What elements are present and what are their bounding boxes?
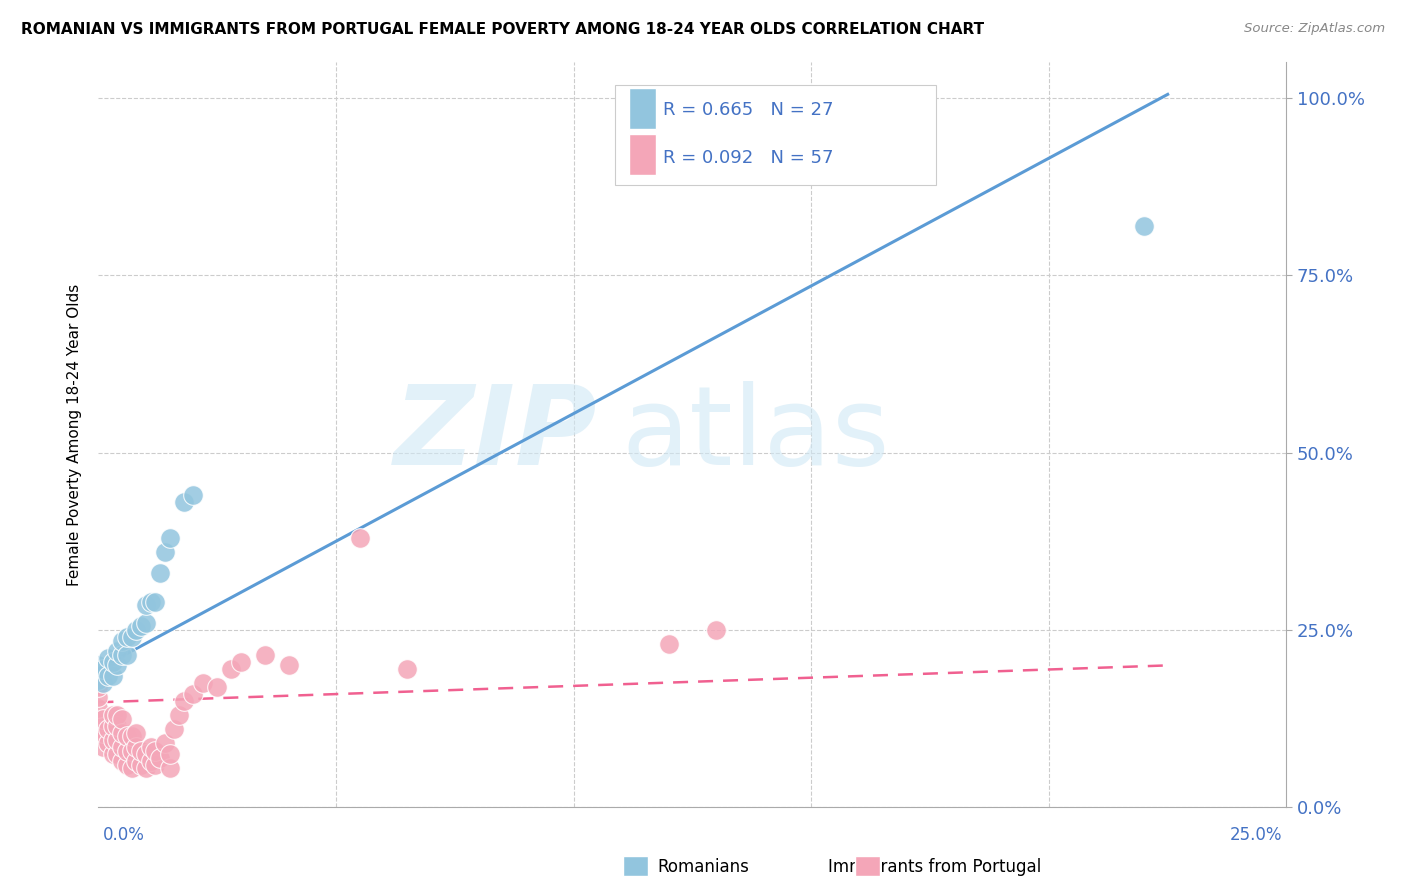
- Point: [91, 676, 114, 690]
- Point: [349, 531, 371, 545]
- Point: [167, 708, 190, 723]
- Point: [111, 754, 134, 768]
- Point: [129, 619, 152, 633]
- Point: [125, 726, 148, 740]
- Point: [87, 715, 110, 730]
- Point: [101, 655, 124, 669]
- Point: [121, 630, 143, 644]
- Point: [115, 648, 138, 662]
- Text: R = 0.092   N = 57: R = 0.092 N = 57: [662, 149, 834, 167]
- Point: [107, 644, 129, 658]
- Point: [153, 545, 176, 559]
- Point: [129, 757, 152, 772]
- Point: [135, 615, 157, 630]
- Point: [221, 662, 243, 676]
- Point: [115, 729, 138, 743]
- Text: 25.0%: 25.0%: [1230, 826, 1282, 844]
- Point: [91, 726, 114, 740]
- Point: [91, 712, 114, 726]
- Point: [191, 676, 214, 690]
- Point: [145, 743, 167, 757]
- Text: Immigrants from Portugal: Immigrants from Portugal: [828, 858, 1042, 876]
- Point: [159, 761, 181, 775]
- Y-axis label: Female Poverty Among 18-24 Year Olds: Female Poverty Among 18-24 Year Olds: [67, 284, 83, 586]
- Point: [149, 566, 172, 581]
- Text: 0.0%: 0.0%: [103, 826, 145, 844]
- Text: Source: ZipAtlas.com: Source: ZipAtlas.com: [1244, 22, 1385, 36]
- Point: [107, 708, 129, 723]
- Text: R = 0.665   N = 27: R = 0.665 N = 27: [662, 101, 834, 119]
- Point: [183, 488, 205, 502]
- Point: [149, 750, 172, 764]
- Point: [207, 680, 229, 694]
- Point: [139, 739, 162, 754]
- Point: [111, 712, 134, 726]
- Point: [101, 747, 124, 761]
- Point: [1133, 219, 1156, 233]
- Point: [87, 658, 110, 673]
- Point: [121, 743, 143, 757]
- Point: [396, 662, 419, 676]
- Point: [135, 747, 157, 761]
- Point: [107, 719, 129, 733]
- Point: [125, 623, 148, 637]
- Point: [125, 739, 148, 754]
- Point: [139, 754, 162, 768]
- Point: [163, 723, 186, 737]
- Point: [91, 662, 114, 676]
- Point: [115, 757, 138, 772]
- Point: [704, 623, 727, 637]
- Point: [139, 594, 162, 608]
- Point: [145, 757, 167, 772]
- Point: [111, 633, 134, 648]
- Point: [97, 723, 120, 737]
- Point: [253, 648, 276, 662]
- Point: [129, 743, 152, 757]
- Text: atlas: atlas: [621, 382, 890, 488]
- Point: [115, 630, 138, 644]
- Point: [87, 690, 110, 705]
- Point: [101, 732, 124, 747]
- Point: [159, 531, 181, 545]
- Point: [173, 694, 195, 708]
- Point: [87, 680, 110, 694]
- Point: [115, 743, 138, 757]
- Point: [107, 658, 129, 673]
- Point: [101, 669, 124, 683]
- Point: [277, 658, 299, 673]
- Point: [107, 732, 129, 747]
- Point: [87, 729, 110, 743]
- Point: [159, 747, 181, 761]
- Point: [135, 598, 157, 612]
- Point: [101, 719, 124, 733]
- Point: [97, 736, 120, 750]
- Point: [97, 669, 120, 683]
- Point: [121, 729, 143, 743]
- Point: [87, 673, 110, 687]
- Point: [658, 637, 681, 651]
- Point: [125, 754, 148, 768]
- Text: Romanians: Romanians: [657, 858, 749, 876]
- Point: [121, 761, 143, 775]
- Point: [107, 747, 129, 761]
- Point: [135, 761, 157, 775]
- Point: [111, 739, 134, 754]
- Point: [97, 651, 120, 665]
- Text: ROMANIAN VS IMMIGRANTS FROM PORTUGAL FEMALE POVERTY AMONG 18-24 YEAR OLDS CORREL: ROMANIAN VS IMMIGRANTS FROM PORTUGAL FEM…: [21, 22, 984, 37]
- Point: [153, 736, 176, 750]
- Point: [87, 701, 110, 715]
- Point: [101, 708, 124, 723]
- Text: ZIP: ZIP: [394, 382, 598, 488]
- Point: [145, 594, 167, 608]
- Point: [173, 495, 195, 509]
- Point: [229, 655, 252, 669]
- Point: [183, 687, 205, 701]
- Point: [111, 726, 134, 740]
- Point: [91, 739, 114, 754]
- Point: [111, 648, 134, 662]
